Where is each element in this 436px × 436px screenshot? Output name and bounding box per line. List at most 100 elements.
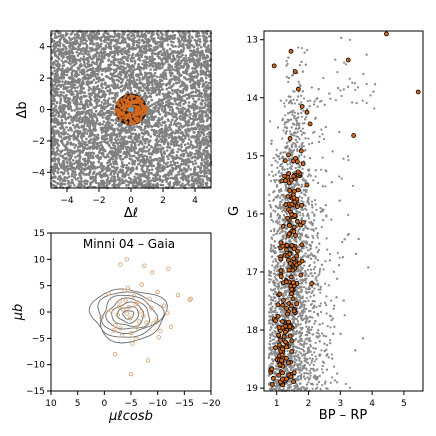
field-star-point: [172, 115, 176, 119]
field-star-point: [52, 165, 56, 168]
field-star-point: [197, 98, 201, 101]
field-star-point: [63, 82, 67, 86]
field-star-point: [97, 54, 101, 58]
field-star-point: [59, 83, 62, 87]
field-star-point: [102, 34, 106, 37]
field-star-point: [69, 151, 72, 154]
field-star-point: [183, 99, 186, 103]
field-star-point: [184, 68, 188, 72]
field-star-point: [205, 128, 209, 131]
field-star-point: [121, 179, 125, 183]
field-star-point: [198, 113, 202, 117]
field-star-point: [108, 167, 112, 171]
field-star-point: [60, 166, 64, 169]
field-star-point: [65, 87, 68, 91]
field-star-point: [97, 144, 101, 148]
field-star-point: [129, 59, 133, 63]
field-star-point: [135, 139, 139, 143]
field-star-point: [199, 66, 203, 70]
field-star-point: [140, 33, 144, 36]
field-star-point: [99, 174, 103, 178]
field-star-point: [151, 49, 155, 52]
field-star-point: [138, 179, 142, 182]
field-star-point: [198, 147, 202, 151]
field-star-point: [92, 152, 96, 155]
field-star-point: [183, 137, 187, 140]
field-star-point: [187, 67, 190, 70]
field-star-point: [109, 146, 113, 150]
field-star-point: [174, 119, 178, 122]
field-star-point: [172, 37, 176, 40]
field-star-point: [134, 47, 138, 50]
field-star-point: [165, 87, 169, 91]
field-star-point: [123, 38, 127, 41]
field-star-point: [120, 52, 124, 56]
field-star-point: [173, 163, 176, 167]
field-star-point: [127, 126, 131, 130]
field-star-point: [53, 52, 57, 55]
field-star-point: [55, 70, 59, 74]
field-star-point: [79, 165, 82, 168]
field-star-point: [61, 80, 64, 83]
field-star-point: [62, 44, 66, 48]
field-star-point: [60, 52, 63, 55]
field-star-point: [85, 143, 89, 147]
field-star-point: [153, 106, 156, 110]
field-star-point: [193, 167, 196, 171]
field-star-point: [188, 57, 192, 60]
field-star-point: [68, 89, 71, 93]
field-star-point: [176, 69, 180, 73]
field-star-point: [169, 169, 172, 172]
field-star-point: [158, 99, 161, 103]
field-star-point: [103, 95, 107, 99]
field-star-point: [199, 119, 202, 122]
field-star-point: [141, 137, 145, 141]
field-star-point: [70, 181, 73, 185]
field-star-point: [61, 72, 65, 75]
field-star-point: [135, 167, 139, 170]
field-star-point: [155, 137, 159, 141]
field-star-point: [171, 45, 175, 48]
field-star-point: [128, 140, 132, 144]
field-star-point: [172, 56, 176, 59]
field-star-point: [192, 111, 196, 115]
field-star-point: [95, 138, 99, 141]
field-star-point: [105, 169, 109, 173]
field-star-point: [132, 148, 136, 152]
field-star-point: [85, 45, 89, 48]
field-star-point: [120, 57, 124, 60]
field-star-point: [56, 148, 60, 152]
field-star-point: [207, 44, 210, 47]
field-star-point: [161, 52, 165, 56]
field-star-point: [187, 35, 191, 38]
field-star-point: [134, 180, 138, 183]
field-star-point: [158, 63, 162, 67]
field-star-point: [162, 97, 166, 101]
field-star-point: [88, 68, 92, 72]
field-star-point: [158, 89, 162, 92]
field-star-point: [101, 69, 104, 72]
field-star-point: [129, 149, 133, 153]
field-star-point: [187, 101, 191, 104]
field-star-point: [134, 151, 138, 155]
field-star-point: [82, 55, 86, 58]
field-star-point: [71, 83, 74, 86]
field-star-point: [149, 135, 153, 138]
field-star-point: [71, 76, 74, 79]
field-star-point: [174, 44, 177, 48]
field-star-point: [171, 77, 174, 81]
field-star-point: [73, 176, 76, 179]
field-star-point: [86, 124, 89, 128]
field-star-point: [154, 143, 157, 146]
field-star-point: [78, 102, 82, 106]
field-star-point: [67, 184, 71, 188]
field-star-point: [53, 32, 57, 35]
field-star-point: [156, 84, 159, 87]
field-star-point: [73, 150, 77, 153]
field-star-point: [167, 119, 170, 122]
field-star-point: [155, 151, 158, 155]
field-star-point: [143, 126, 147, 130]
field-star-point: [157, 36, 160, 40]
field-star-point: [88, 55, 91, 58]
field-star-point: [83, 184, 86, 188]
